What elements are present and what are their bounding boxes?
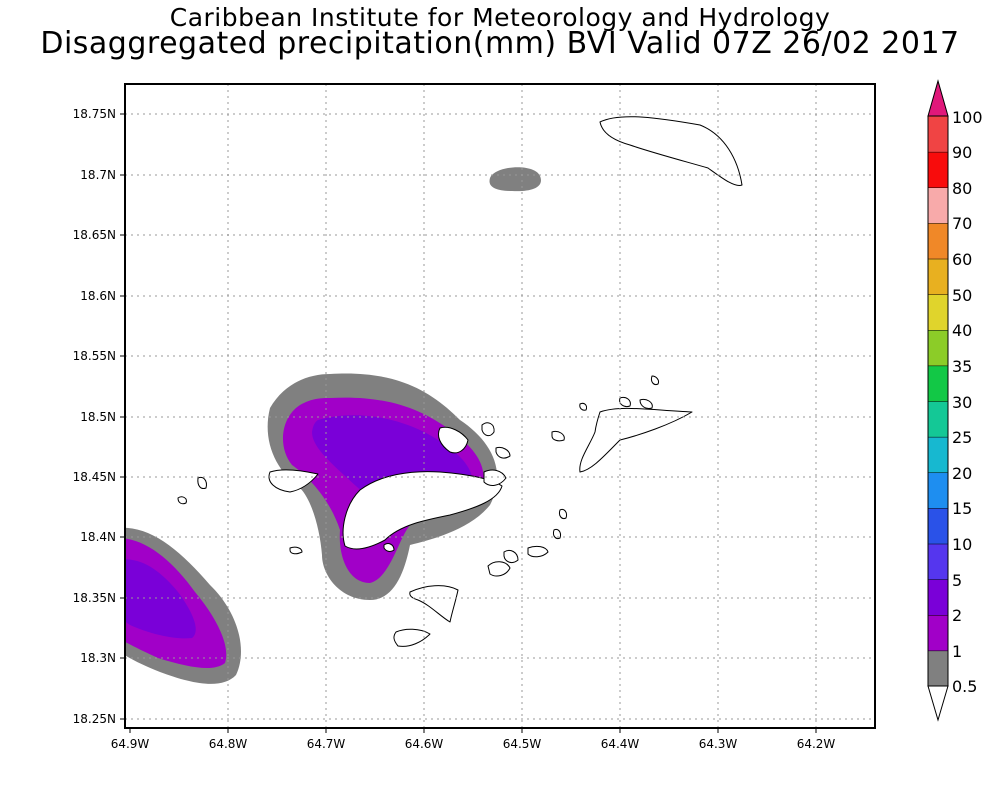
lon-label: 64.4W	[601, 737, 640, 751]
lon-label: 64.2W	[797, 737, 836, 751]
lat-label: 18.65N	[73, 228, 116, 242]
colorbar-label: 40	[952, 321, 972, 340]
colorbar-segment	[927, 543, 949, 580]
colorbar-segment	[927, 151, 949, 189]
frenchmans-cay	[289, 546, 303, 555]
colorbar-segment	[927, 365, 949, 402]
round-rock	[553, 529, 561, 539]
colorbar-segment	[927, 507, 949, 545]
colorbar-label: 50	[952, 286, 972, 305]
lat-labels: 18.75N 18.7N 18.65N 18.6N 18.55N 18.5N 1…	[73, 107, 116, 726]
tortola-island	[342, 471, 503, 550]
colorbar-high-arrow	[927, 79, 949, 117]
lat-label: 18.3N	[80, 651, 116, 665]
colorbar-label: 10	[952, 535, 972, 554]
colorbar-label: 80	[952, 179, 972, 198]
colorbar-segment	[927, 329, 949, 367]
lon-label: 64.3W	[699, 737, 738, 751]
lon-label: 64.8W	[209, 737, 248, 751]
colorbar: 0.5 1 2 5 10 15 20 25 30 35 40 50 60 70 …	[927, 79, 983, 722]
mosquito-island	[619, 397, 631, 407]
guana-island	[481, 422, 495, 437]
colorbar-segment	[927, 293, 949, 331]
norman-island	[409, 585, 459, 623]
colorbar-segment	[927, 578, 949, 616]
west-islet	[177, 496, 187, 505]
cooper-island	[527, 545, 549, 558]
lat-label: 18.75N	[73, 107, 116, 121]
colorbar-segment	[927, 258, 949, 295]
jost-van-dyke-island	[437, 426, 469, 454]
colorbar-segments	[927, 115, 949, 687]
colorbar-frame	[927, 115, 949, 687]
prickly-pear	[639, 399, 653, 409]
colorbar-label: 90	[952, 143, 972, 162]
lon-label: 64.6W	[405, 737, 444, 751]
lat-label: 18.6N	[80, 289, 116, 303]
colorbar-segment	[927, 614, 949, 652]
precip-area-2mm-west	[125, 559, 196, 639]
colorbar-labels: 0.5 1 2 5 10 15 20 25 30 35 40 50 60 70 …	[952, 108, 983, 696]
lat-label: 18.4N	[80, 530, 116, 544]
institute-title: Caribbean Institute for Meteorology and …	[169, 3, 831, 32]
precip-area-0.5mm-northcell	[489, 167, 541, 192]
lat-label: 18.55N	[73, 349, 116, 363]
colorbar-label: 0.5	[952, 677, 977, 696]
colorbar-segment	[927, 400, 949, 438]
scrub-island	[551, 431, 565, 442]
map-title: Disaggregated precipitation(mm) BVI Vali…	[40, 26, 960, 61]
colorbar-label: 70	[952, 214, 972, 233]
lat-label: 18.7N	[80, 168, 116, 182]
anegada-island	[599, 116, 743, 187]
colorbar-segment	[927, 187, 949, 224]
colorbar-label: 25	[952, 428, 972, 447]
colorbar-label: 20	[952, 464, 972, 483]
colorbar-segment	[927, 650, 949, 687]
st-john-island	[268, 469, 319, 493]
colorbar-label: 5	[952, 571, 962, 590]
lon-label: 64.5W	[503, 737, 542, 751]
island-outlines	[177, 116, 743, 647]
virgin-gorda-island	[579, 407, 693, 473]
west-islet-2	[197, 477, 207, 489]
lon-label: 64.9W	[111, 737, 150, 751]
colorbar-label: 35	[952, 357, 972, 376]
colorbar-segment	[927, 472, 949, 509]
map-frame	[124, 83, 876, 729]
salt-island	[503, 549, 519, 564]
colorbar-label: 15	[952, 499, 972, 518]
marina-cay	[579, 402, 587, 411]
lat-label: 18.45N	[73, 470, 116, 484]
colorbar-segment	[927, 436, 949, 474]
colorbar-segment	[927, 222, 949, 260]
colorbar-segment	[927, 115, 949, 153]
great-camanoe	[495, 447, 511, 459]
colorbar-label: 30	[952, 393, 972, 412]
lon-label: 64.7W	[307, 737, 346, 751]
colorbar-label: 2	[952, 606, 962, 625]
little-thatch	[383, 543, 395, 552]
ginger-island	[487, 561, 511, 577]
precipitation-field	[125, 167, 541, 684]
fallen-jerusalem	[559, 509, 567, 519]
graticule	[125, 84, 875, 728]
necker-island	[651, 375, 659, 385]
lon-labels: 64.9W 64.8W 64.7W 64.6W 64.5W 64.4W 64.3…	[111, 737, 836, 751]
lat-label: 18.25N	[73, 712, 116, 726]
colorbar-label: 60	[952, 250, 972, 269]
lat-label: 18.35N	[73, 591, 116, 605]
colorbar-label: 1	[952, 642, 962, 661]
colorbar-low-arrow	[927, 685, 949, 722]
peter-island	[393, 628, 431, 647]
colorbar-label: 100	[952, 108, 983, 127]
tick-marks	[120, 113, 817, 733]
beef-island	[483, 469, 507, 486]
lat-label: 18.5N	[80, 410, 116, 424]
